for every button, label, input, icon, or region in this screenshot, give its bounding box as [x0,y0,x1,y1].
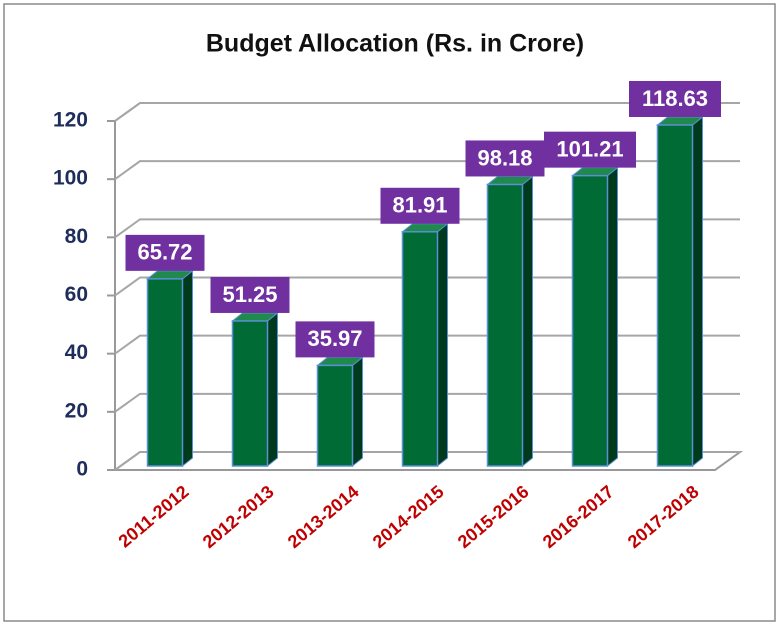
bar-side [352,356,363,468]
grid-line [114,276,740,297]
y-tick-label: 60 [65,283,88,306]
bar [231,311,279,468]
value-label: 65.72 [137,240,192,265]
value-label-box [465,140,545,177]
value-label: 118.63 [642,86,708,111]
grid-line [114,334,740,355]
grid-line [114,451,740,471]
bar-front [656,124,694,467]
grid-line [114,392,740,413]
grid-line [114,102,740,122]
value-label-box [295,321,375,358]
grid-line [114,218,740,239]
value-label-box [125,234,205,271]
y-tick-label: 0 [76,458,88,481]
bar-side [267,311,278,468]
value-label-box [380,187,460,224]
bar-front [401,231,439,467]
y-tick-label: 120 [53,109,88,132]
value-label: 35.97 [307,326,362,351]
bar-front [146,278,184,467]
bar [401,222,449,468]
bar-front [231,320,269,467]
value-label: 81.91 [392,193,447,218]
bar-side [522,175,533,468]
y-tick-label: 20 [65,399,88,422]
value-label: 101.21 [556,136,623,161]
bar [486,175,534,468]
bar [656,115,704,468]
bar-side [692,115,703,468]
y-tick-label: 40 [65,341,88,364]
bar-side [607,166,618,468]
value-label: 98.18 [477,145,532,170]
y-tick-label: 100 [53,167,88,190]
value-label-box [544,131,636,168]
value-label-box [629,80,721,117]
bar-front [571,174,609,467]
bar-side [182,269,193,468]
bar [146,269,194,468]
value-label-box [210,276,290,313]
y-tick-label: 80 [65,225,88,248]
bar-front [316,364,354,467]
bar [571,166,619,468]
bar-side [437,222,448,468]
bar-front [486,183,524,467]
value-label: 51.25 [222,282,277,307]
bar [316,356,364,468]
chart-title: Budget Allocation (Rs. in Crore) [206,30,584,58]
